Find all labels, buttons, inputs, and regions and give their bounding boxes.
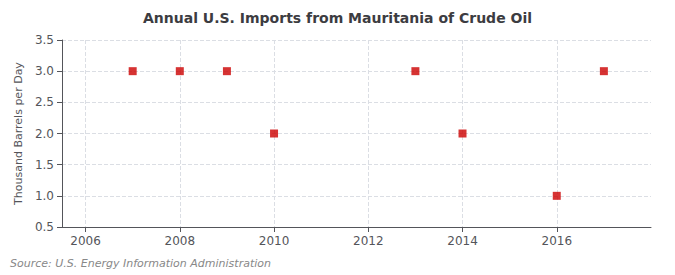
svg-text:Thousand Barrels per Day: Thousand Barrels per Day (12, 62, 25, 206)
svg-text:2.0: 2.0 (35, 127, 54, 141)
svg-text:2006: 2006 (70, 234, 101, 248)
svg-text:2008: 2008 (165, 234, 196, 248)
svg-text:2016: 2016 (541, 234, 572, 248)
svg-text:1.0: 1.0 (35, 189, 54, 203)
svg-text:2014: 2014 (447, 234, 478, 248)
svg-text:2010: 2010 (259, 234, 290, 248)
svg-text:1.5: 1.5 (35, 158, 54, 172)
svg-text:3.5: 3.5 (35, 33, 54, 47)
svg-text:Source: U.S. Energy Informatio: Source: U.S. Energy Information Administ… (10, 257, 271, 270)
svg-text:3.0: 3.0 (35, 64, 54, 78)
svg-text:2.5: 2.5 (35, 95, 54, 109)
svg-text:0.5: 0.5 (35, 220, 54, 234)
svg-text:Annual U.S. Imports from Mauri: Annual U.S. Imports from Mauritania of C… (143, 10, 532, 26)
svg-text:2012: 2012 (353, 234, 384, 248)
